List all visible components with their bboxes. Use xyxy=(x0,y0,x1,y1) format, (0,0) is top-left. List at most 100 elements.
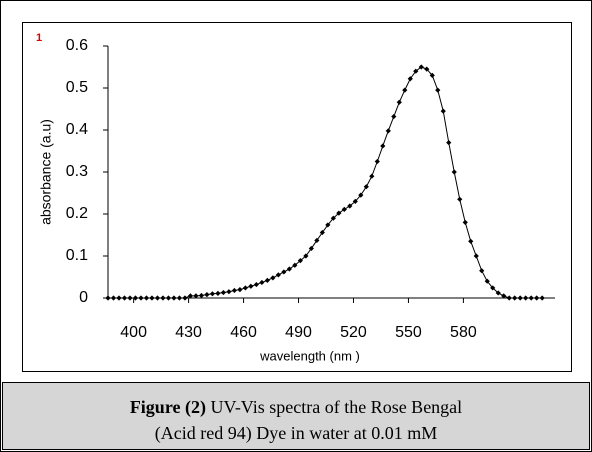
data-point xyxy=(171,295,177,301)
x-tick-label: 460 xyxy=(230,324,257,341)
data-point xyxy=(462,219,468,225)
data-point xyxy=(237,287,243,293)
data-point xyxy=(451,169,457,175)
x-tick-label: 520 xyxy=(340,324,367,341)
data-point xyxy=(198,292,205,299)
caption-box xyxy=(2,382,590,450)
data-point xyxy=(182,295,188,301)
data-point xyxy=(110,295,117,301)
y-tick-label: 0.3 xyxy=(66,163,88,180)
data-point xyxy=(512,295,518,301)
x-tick-label: 430 xyxy=(175,324,202,341)
data-point xyxy=(407,76,413,82)
data-point xyxy=(501,293,507,299)
data-point xyxy=(446,140,452,146)
data-point xyxy=(314,237,320,244)
data-point xyxy=(132,295,139,301)
data-point xyxy=(248,283,254,289)
data-point xyxy=(231,287,238,294)
data-point xyxy=(281,269,287,275)
data-point xyxy=(165,295,172,301)
y-tick-label: 0.5 xyxy=(66,79,88,96)
caption-label: Figure (2) xyxy=(130,397,206,418)
y-tick-label: 0.1 xyxy=(66,247,88,264)
data-point xyxy=(330,215,336,221)
data-point xyxy=(363,184,369,190)
data-point xyxy=(413,68,419,74)
y-tick-label: 0.6 xyxy=(66,37,88,54)
data-point xyxy=(215,290,221,296)
x-axis-label: wavelength (nm ) xyxy=(259,348,360,363)
caption-line-2: (Acid red 94) Dye in water at 0.01 mM xyxy=(155,423,437,444)
data-point xyxy=(418,64,424,70)
data-point xyxy=(325,222,331,228)
data-point xyxy=(517,295,523,301)
data-point xyxy=(270,275,276,281)
data-point xyxy=(385,128,391,134)
x-tick-label: 550 xyxy=(395,324,422,341)
data-point xyxy=(292,262,298,268)
data-point xyxy=(528,295,534,301)
data-point xyxy=(347,203,353,209)
data-point xyxy=(138,295,144,301)
data-point xyxy=(308,245,314,252)
data-point xyxy=(303,253,309,259)
data-point xyxy=(209,291,216,297)
data-point xyxy=(457,196,463,202)
data-point xyxy=(424,66,430,72)
data-point xyxy=(495,290,501,296)
data-point xyxy=(534,295,540,301)
data-point xyxy=(149,295,155,301)
y-tick-label: 0.4 xyxy=(66,121,88,138)
data-point xyxy=(259,279,265,286)
y-tick-label: 0.2 xyxy=(66,205,88,222)
data-point xyxy=(473,253,479,259)
data-point xyxy=(275,272,281,278)
data-point xyxy=(204,292,210,298)
data-point xyxy=(374,158,380,165)
data-point xyxy=(440,108,446,114)
data-point xyxy=(468,238,474,244)
data-point xyxy=(286,266,292,272)
data-point xyxy=(523,295,529,301)
data-point xyxy=(121,295,128,301)
data-point xyxy=(479,268,485,274)
data-point xyxy=(391,113,397,120)
data-point xyxy=(336,210,342,216)
data-point xyxy=(380,143,386,149)
x-tick-label: 490 xyxy=(285,324,312,341)
chart-frame xyxy=(22,22,572,372)
data-point xyxy=(484,278,490,284)
data-point xyxy=(402,87,408,93)
data-point xyxy=(297,258,303,264)
caption-text: UV-Vis spectra of the Rose Bengal xyxy=(206,397,462,417)
data-point xyxy=(143,295,150,301)
data-point xyxy=(539,295,545,301)
data-point xyxy=(264,277,270,283)
data-point xyxy=(319,229,325,236)
data-point xyxy=(352,198,358,204)
data-point xyxy=(116,295,122,301)
data-point xyxy=(226,289,232,295)
data-point xyxy=(506,295,512,301)
data-point xyxy=(176,295,183,301)
data-point xyxy=(253,281,259,288)
data-point xyxy=(127,295,133,301)
data-point xyxy=(435,87,441,93)
caption-line: Figure (2) UV-Vis spectra of the Rose Be… xyxy=(130,397,462,418)
y-axis-label: absorbance (a.u) xyxy=(38,119,54,225)
data-point xyxy=(220,289,227,296)
x-tick-label: 400 xyxy=(120,324,147,341)
data-point xyxy=(154,295,161,301)
data-point xyxy=(429,72,435,78)
data-point xyxy=(242,285,248,291)
annotation: 1 xyxy=(36,32,42,44)
data-point xyxy=(369,173,375,179)
data-point xyxy=(187,293,194,299)
data-point xyxy=(193,293,199,299)
data-point xyxy=(490,285,496,291)
y-tick-label: 0 xyxy=(79,289,88,306)
data-point xyxy=(358,192,364,198)
data-point xyxy=(160,295,166,301)
